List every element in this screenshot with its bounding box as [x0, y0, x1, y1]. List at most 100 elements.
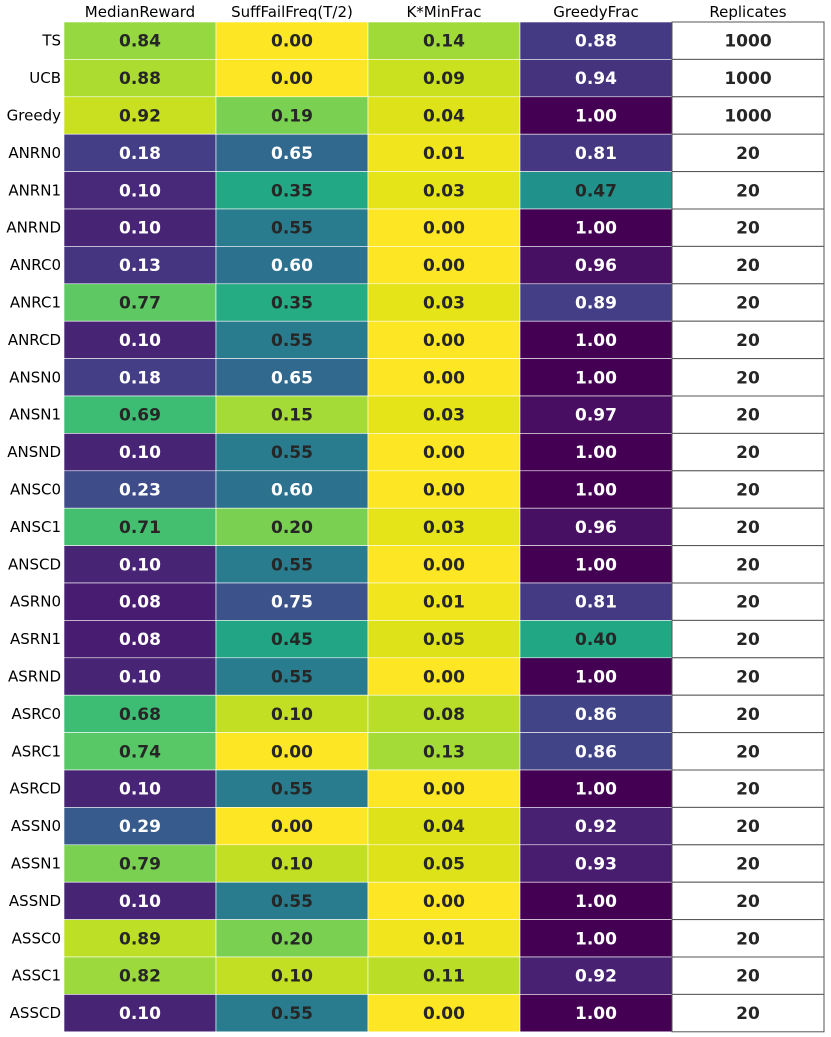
heatmap-cell — [367, 657, 521, 696]
heatmap-cell — [63, 507, 217, 546]
cell-value-label: 0.84 — [119, 32, 161, 52]
cell-value-label: 0.08 — [423, 705, 465, 725]
heatmap-cell — [671, 395, 825, 434]
row-label: ANRN0 — [8, 144, 61, 162]
row-label: ASRN1 — [10, 630, 61, 648]
cell-value-label: 0.96 — [575, 518, 617, 538]
heatmap-cell — [671, 507, 825, 547]
heatmap-cell — [215, 433, 369, 472]
heatmap-cell — [519, 732, 673, 771]
cell-value-label: 0.10 — [119, 1004, 161, 1024]
cell-value-label: 0.35 — [271, 294, 313, 314]
cell-value-label: 20 — [736, 967, 760, 987]
heatmap-cell — [63, 807, 217, 846]
cell-value-label: 20 — [736, 780, 760, 800]
heatmap-cell — [671, 58, 825, 98]
cell-value-label: 0.01 — [423, 929, 465, 949]
cell-value-label: 1.00 — [575, 1004, 617, 1024]
cell-value-label: 20 — [736, 929, 760, 949]
cell-value-label: 0.94 — [575, 69, 617, 89]
heatmap-cell — [63, 694, 217, 733]
cell-value-label: 20 — [736, 406, 760, 426]
cell-value-label: 0.20 — [271, 929, 313, 949]
row-label: ASRC0 — [12, 705, 61, 723]
cell-value-label: 20 — [736, 630, 760, 650]
row-label: ASRCD — [10, 780, 61, 798]
heatmap-cell — [519, 956, 673, 995]
heatmap-cell — [671, 844, 825, 883]
cell-value-label: 20 — [736, 593, 760, 613]
cell-value-label: 0.89 — [575, 294, 617, 314]
row-label: ANSND — [7, 443, 61, 461]
cell-value-label: 0.68 — [119, 705, 161, 725]
cell-value-label: 0.04 — [423, 817, 465, 837]
cell-value-label: 20 — [736, 817, 760, 837]
heatmap-cell — [519, 395, 673, 434]
heatmap-cell — [671, 619, 825, 659]
cell-value-label: 20 — [736, 481, 760, 501]
cell-value-label: 0.20 — [271, 518, 313, 538]
cell-value-label: 0.03 — [423, 181, 465, 201]
heatmap-cell — [367, 919, 521, 958]
row-label: ANSC1 — [10, 518, 61, 536]
row-label: ANRND — [6, 219, 61, 237]
heatmap-cell — [63, 246, 217, 285]
cell-value-label: 0.10 — [119, 219, 161, 239]
heatmap-cell — [367, 21, 521, 60]
row-label: TS — [41, 32, 61, 50]
cell-value-label: 0.10 — [119, 181, 161, 201]
cell-value-label: 0.00 — [423, 780, 465, 800]
cell-value-label: 0.92 — [575, 967, 617, 987]
cell-value-label: 0.10 — [119, 780, 161, 800]
cell-value-label: 0.29 — [119, 817, 161, 837]
heatmap-cell — [63, 657, 217, 696]
heatmap-cell — [671, 956, 825, 995]
cell-value-label: 20 — [736, 181, 760, 201]
cell-value-label: 0.10 — [119, 668, 161, 688]
cell-value-label: 0.10 — [119, 892, 161, 912]
cell-value-label: 0.15 — [271, 406, 313, 426]
heatmap-cell — [519, 881, 673, 920]
heatmap-cell — [367, 807, 521, 846]
cell-value-label: 1000 — [724, 69, 771, 89]
row-label: ASSN0 — [11, 817, 61, 835]
cell-value-label: 0.10 — [271, 705, 313, 725]
cell-value-label: 0.10 — [119, 331, 161, 351]
heatmap-cell — [215, 694, 369, 733]
cell-value-label: 0.82 — [119, 967, 161, 987]
heatmap-cell — [671, 320, 825, 360]
row-label: ANSN1 — [9, 406, 61, 424]
cell-value-label: 0.00 — [423, 892, 465, 912]
cell-value-label: 1.00 — [575, 780, 617, 800]
heatmap-cell — [519, 133, 673, 172]
cell-value-label: 20 — [736, 368, 760, 388]
cell-value-label: 1.00 — [575, 107, 617, 127]
heatmap-cell — [519, 21, 673, 60]
heatmap-cell — [367, 620, 521, 659]
cell-value-label: 0.10 — [119, 443, 161, 463]
heatmap-cell — [215, 283, 369, 322]
heatmap-cell — [367, 545, 521, 584]
cell-value-label: 0.01 — [423, 144, 465, 164]
heatmap-cell — [519, 96, 673, 135]
cell-value-label: 0.88 — [119, 69, 161, 89]
cell-value-label: 0.00 — [423, 219, 465, 239]
cell-value-label: 0.92 — [119, 107, 161, 127]
cell-value-label: 0.92 — [575, 817, 617, 837]
cell-value-label: 0.81 — [575, 144, 617, 164]
heatmap-cell — [367, 582, 521, 621]
cell-value-label: 20 — [736, 294, 760, 314]
heatmap-cell — [671, 732, 825, 771]
heatmap-cell — [63, 470, 217, 509]
cell-value-label: 1.00 — [575, 443, 617, 463]
cell-value-label: 0.35 — [271, 181, 313, 201]
heatmap-cell — [215, 994, 369, 1033]
cell-value-label: 0.01 — [423, 593, 465, 613]
cell-value-label: 20 — [736, 144, 760, 164]
cell-value-label: 0.81 — [575, 593, 617, 613]
cell-value-label: 0.13 — [119, 256, 161, 276]
row-label: ANRC0 — [10, 256, 61, 274]
heatmap-cell — [215, 620, 369, 659]
heatmap-cell — [519, 657, 673, 696]
